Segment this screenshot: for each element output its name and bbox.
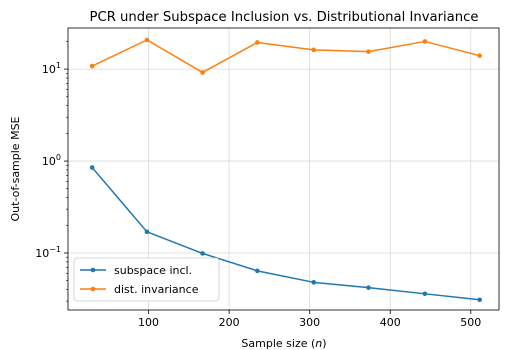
data-point	[366, 285, 371, 290]
y-tick-label: 101	[42, 61, 61, 76]
data-point	[422, 291, 428, 297]
x-tick-label: 200	[219, 316, 240, 329]
series-line	[91, 167, 480, 301]
data-point	[311, 47, 317, 53]
legend-swatch-marker	[90, 286, 96, 292]
data-point	[255, 40, 260, 45]
x-tick-label: 400	[380, 316, 401, 329]
series-line	[91, 39, 480, 74]
legend-label: subspace incl.	[114, 264, 192, 277]
data-point	[477, 53, 482, 58]
axis-ticks: 100 200 300 400 500 10−1 100 101	[35, 41, 481, 329]
x-tick-label: 500	[460, 316, 481, 329]
x-axis-label-paren-close: )	[322, 337, 326, 350]
chart-title: PCR under Subspace Inclusion vs. Distrib…	[90, 10, 479, 25]
data-point	[366, 49, 371, 54]
x-axis-label: Sample size (n)	[241, 337, 326, 350]
x-axis-label-paren-open: (	[308, 337, 316, 350]
y-axis-label: Out-of-sample MSE	[9, 116, 22, 221]
data-point	[200, 70, 205, 75]
legend: subspace incl. dist. invariance	[73, 257, 220, 302]
x-axis-label-variable: n	[315, 337, 322, 350]
data-point	[422, 39, 428, 44]
y-tick-label: 10−1	[35, 245, 61, 260]
data-point	[255, 268, 260, 274]
data-point	[144, 37, 150, 43]
data-point	[477, 297, 482, 303]
x-tick-label: 100	[138, 316, 159, 329]
data-point	[144, 229, 150, 235]
data-point	[200, 251, 205, 256]
x-tick-label: 300	[299, 316, 320, 329]
grid	[68, 28, 499, 310]
legend-label: dist. invariance	[114, 283, 199, 296]
x-axis-label-text: Sample size	[241, 337, 307, 350]
legend-swatch-marker	[90, 267, 96, 273]
plot-area-frame	[67, 27, 500, 311]
data-point	[89, 63, 95, 69]
data-point	[89, 165, 95, 170]
y-tick-label: 100	[42, 153, 61, 168]
data-point	[311, 280, 317, 285]
series-lines	[89, 37, 482, 303]
legend-box	[73, 257, 220, 302]
